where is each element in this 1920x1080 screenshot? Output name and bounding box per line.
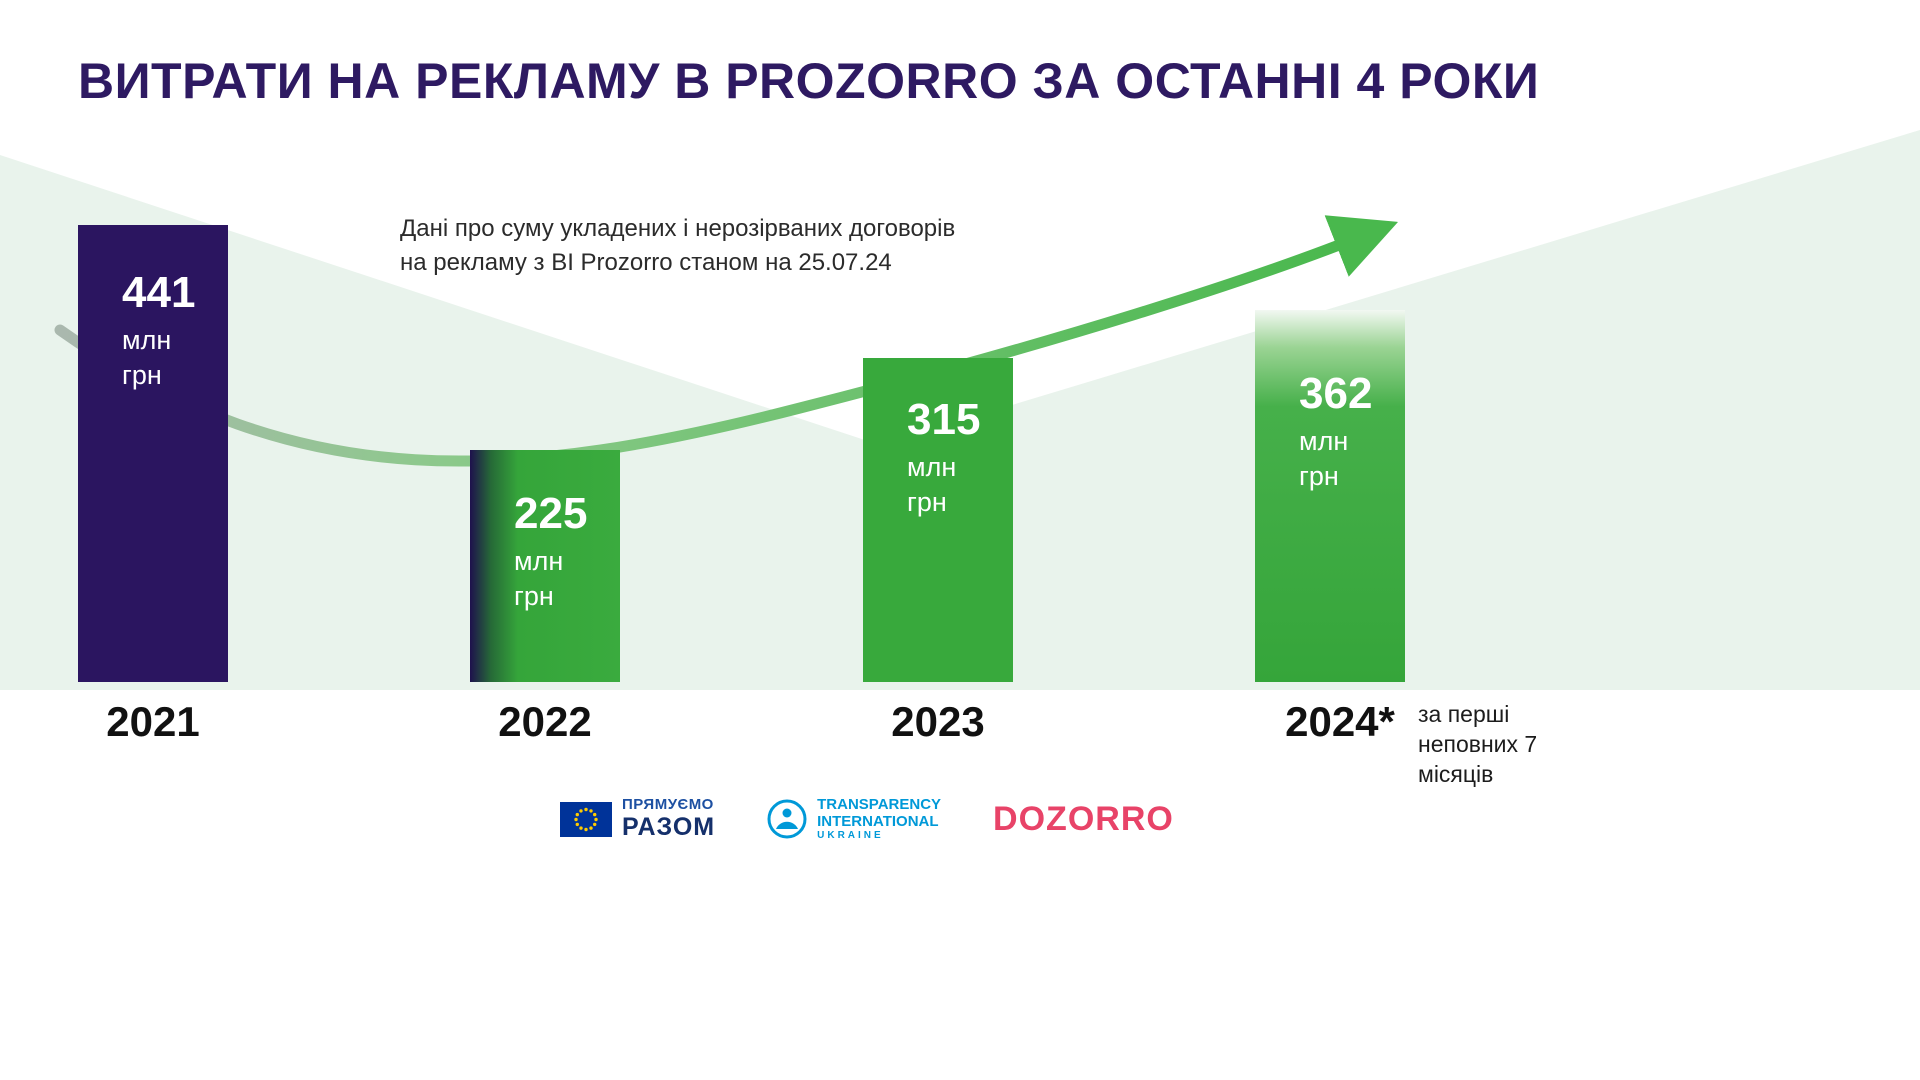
axis-label-2024: 2024* (1285, 698, 1395, 745)
ti-line-3: UKRAINE (817, 830, 884, 841)
transparency-international-icon (767, 799, 807, 839)
axis-label-2023: 2023 (891, 698, 985, 745)
bar-2023-unit: млн грн (907, 450, 1013, 520)
axis-label-2021: 2021 (106, 698, 200, 745)
eu-line-2: РАЗОМ (622, 813, 716, 841)
bar-2024-value: 362 (1299, 369, 1373, 418)
data-source-note: Дані про суму укладених і нерозірваних д… (400, 212, 955, 279)
bar-2021-value: 441 (122, 268, 196, 317)
eu-logo-text: ПРЯМУЄМО РАЗОМ (622, 796, 715, 842)
dozorro-logo-text: DOZORRO (993, 799, 1174, 838)
unit-grn: грн (122, 360, 162, 391)
unit-mln: млн (514, 546, 564, 576)
page-title: ВИТРАТИ НА РЕКЛАМУ В PROZORRO ЗА ОСТАННІ… (78, 53, 1540, 109)
bar-2021-unit: млн грн (122, 323, 228, 393)
bar-2022: 225 млн грн (470, 450, 620, 682)
unit-mln: млн (122, 325, 172, 355)
bar-2023-value: 315 (907, 395, 981, 444)
bar-2021: 441 млн грн (78, 225, 228, 682)
transparency-international-text: TRANSPARENCY INTERNATIONAL UKRAINE (817, 796, 942, 841)
unit-grn: грн (907, 487, 947, 518)
unit-mln: млн (907, 452, 957, 482)
bar-2022-value: 225 (514, 489, 588, 538)
unit-grn: грн (1299, 461, 1339, 492)
eu-logo-group: ПРЯМУЄМО РАЗОМ (560, 796, 715, 842)
note-line-1: Дані про суму укладених і нерозірваних д… (400, 215, 956, 242)
unit-grn: грн (514, 581, 554, 612)
ti-line-2: INTERNATIONAL (817, 812, 939, 830)
bar-2024-label: 362 млн грн (1255, 310, 1405, 494)
footer-logos: ПРЯМУЄМО РАЗОМ TRANSPARENCY INTERNATIONA… (560, 796, 1174, 842)
note-line-2: на рекламу з BI Prozorro станом на 25.07… (400, 248, 892, 276)
bar-2022-unit: млн грн (514, 544, 620, 614)
bar-2023: 315 млн грн (863, 358, 1013, 682)
transparency-international-logo-group: TRANSPARENCY INTERNATIONAL UKRAINE (767, 796, 942, 841)
ti-line-1: TRANSPARENCY (817, 796, 942, 813)
axis-label-2022: 2022 (498, 698, 592, 745)
eu-line-1: ПРЯМУЄМО (622, 796, 714, 813)
unit-mln: млн (1299, 426, 1349, 456)
bar-2024: 362 млн грн (1255, 310, 1405, 682)
bar-2021-label: 441 млн грн (78, 225, 228, 393)
bar-2024-unit: млн грн (1299, 424, 1405, 494)
bar-2023-label: 315 млн грн (863, 358, 1013, 520)
footnote-2024: за перші неповних 7 місяців (1418, 701, 1538, 787)
bar-2022-label: 225 млн грн (470, 450, 620, 614)
dozorro-logo-group: DOZORRO (993, 800, 1174, 839)
trend-arrow (54, 215, 1399, 467)
eu-flag-icon (560, 801, 612, 837)
